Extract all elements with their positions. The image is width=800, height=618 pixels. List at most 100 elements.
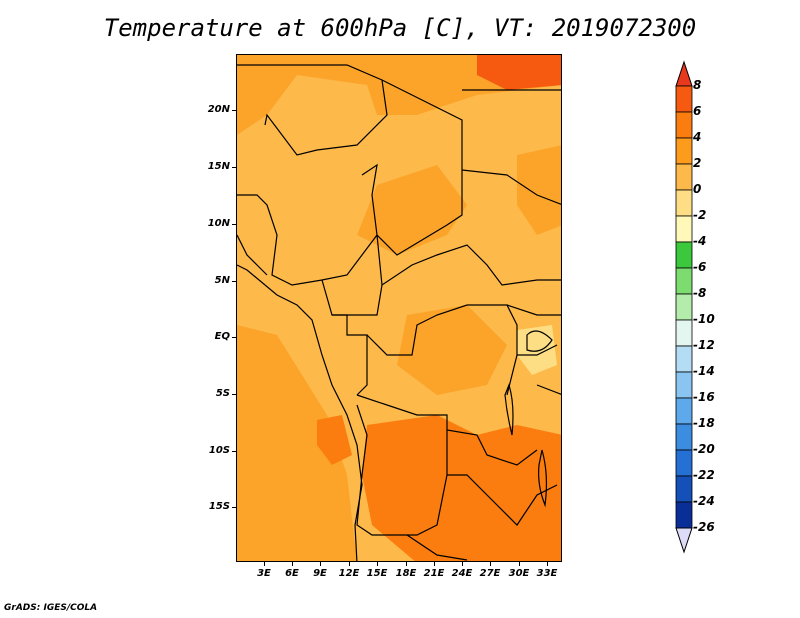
border-west-coast xyxy=(237,234,268,276)
lon-label-33e: 33E xyxy=(536,568,558,579)
colorbar-label: -2 xyxy=(693,208,707,222)
colorbar-segment xyxy=(675,449,693,477)
colorbar-label: -18 xyxy=(693,416,715,430)
lat-label-10n: 10N xyxy=(207,218,230,229)
lon-tick-6e xyxy=(292,562,293,566)
colorbar-segment xyxy=(675,371,693,399)
colorbar-label: -6 xyxy=(693,260,707,274)
colorbar-label: 8 xyxy=(693,78,702,92)
colorbar-label: -26 xyxy=(693,520,715,534)
lon-label-21e: 21E xyxy=(423,568,445,579)
border-north-1 xyxy=(237,64,388,156)
colorbar-segment xyxy=(675,189,693,217)
colorbar-label: -8 xyxy=(693,286,707,300)
lon-tick-24e xyxy=(462,562,463,566)
lon-label-12e: 12E xyxy=(338,568,360,579)
colorbar xyxy=(675,60,693,554)
lon-label-30e: 30E xyxy=(508,568,530,579)
lat-label-15s: 15S xyxy=(208,501,230,512)
border-cameroon xyxy=(321,279,383,316)
border-south-sudan xyxy=(506,304,561,316)
lake-tanganyika xyxy=(504,383,514,436)
lat-tick-5n xyxy=(232,281,236,282)
lat-tick-15s xyxy=(232,507,236,508)
grads-credit: GrADS: IGES/COLA xyxy=(4,603,98,613)
colorbar-segment xyxy=(675,423,693,451)
lat-tick-20n xyxy=(232,110,236,111)
map-fill-4-6-coast xyxy=(317,415,352,465)
lat-tick-10s xyxy=(232,451,236,452)
lon-tick-3e xyxy=(264,562,265,566)
lat-tick-eq xyxy=(232,337,236,338)
border-zambia xyxy=(447,474,558,526)
colorbar-label: 2 xyxy=(693,156,702,170)
colorbar-label: -14 xyxy=(693,364,715,378)
lon-tick-30e xyxy=(519,562,520,566)
map-fill-2-4-congo xyxy=(397,305,507,395)
lon-label-18e: 18E xyxy=(395,568,417,579)
colorbar-segment xyxy=(675,267,693,295)
border-tanzania xyxy=(536,384,561,395)
country-borders xyxy=(237,64,561,561)
lat-label-5n: 5N xyxy=(214,275,230,286)
temperature-map xyxy=(236,54,562,562)
lon-tick-27e xyxy=(490,562,491,566)
lon-tick-9e xyxy=(320,562,321,566)
lake-victoria xyxy=(526,330,553,352)
lon-tick-15e xyxy=(377,562,378,566)
lon-label-6e: 6E xyxy=(285,568,299,579)
lon-tick-18e xyxy=(406,562,407,566)
colorbar-segment xyxy=(675,345,693,373)
lon-label-27e: 27E xyxy=(479,568,501,579)
border-car xyxy=(376,234,561,287)
border-gabon-congo xyxy=(332,314,368,396)
colorbar-segment xyxy=(675,137,693,165)
lake-malawi xyxy=(538,449,548,508)
map-fill-2-4-east xyxy=(517,145,561,235)
colorbar-label: 6 xyxy=(693,104,702,118)
colorbar-segment xyxy=(675,111,693,139)
lon-label-9e: 9E xyxy=(313,568,327,579)
colorbar-segment xyxy=(675,85,693,113)
colorbar-segment xyxy=(675,215,693,243)
colorbar-segment xyxy=(675,501,693,529)
lat-label-20n: 20N xyxy=(207,104,230,115)
map-fill-2-4-central xyxy=(357,165,467,255)
colorbar-label: -12 xyxy=(693,338,715,352)
colorbar-segment xyxy=(675,319,693,347)
colorbar-segment xyxy=(675,475,693,503)
colorbar-segment xyxy=(675,293,693,321)
colorbar-label: -22 xyxy=(693,468,715,482)
colorbar-label: -4 xyxy=(693,234,707,248)
colorbar-segment xyxy=(675,241,693,269)
lon-tick-12e xyxy=(349,562,350,566)
colorbar-bottom-arrow xyxy=(675,527,693,554)
colorbar-label: 0 xyxy=(693,182,702,196)
map-fill-4-6-south xyxy=(362,415,561,561)
lon-label-3e: 3E xyxy=(257,568,271,579)
colorbar-label: -16 xyxy=(693,390,715,404)
lat-tick-15n xyxy=(232,167,236,168)
colorbar-segment xyxy=(675,397,693,425)
border-namibia-botswana xyxy=(406,534,468,561)
colorbar-label: 4 xyxy=(693,130,702,144)
colorbar-segment xyxy=(675,163,693,191)
border-drc xyxy=(366,304,518,396)
colorbar-label: -20 xyxy=(693,442,715,456)
colorbar-top-arrow xyxy=(675,60,693,87)
lon-label-15e: 15E xyxy=(366,568,388,579)
lat-tick-10n xyxy=(232,224,236,225)
lat-label-10s: 10S xyxy=(208,445,230,456)
border-angola xyxy=(356,404,448,536)
colorbar-label: -10 xyxy=(693,312,715,326)
lon-tick-21e xyxy=(434,562,435,566)
lat-label-5s: 5S xyxy=(215,388,230,399)
map-canvas xyxy=(237,55,561,561)
lon-label-24e: 24E xyxy=(451,568,473,579)
border-chad-niger xyxy=(361,79,463,256)
border-nigeria xyxy=(237,194,378,286)
map-fill-4-6-northeast xyxy=(477,55,561,90)
border-sudan xyxy=(461,169,561,205)
lon-tick-33e xyxy=(547,562,548,566)
colorbar-label: -24 xyxy=(693,494,715,508)
